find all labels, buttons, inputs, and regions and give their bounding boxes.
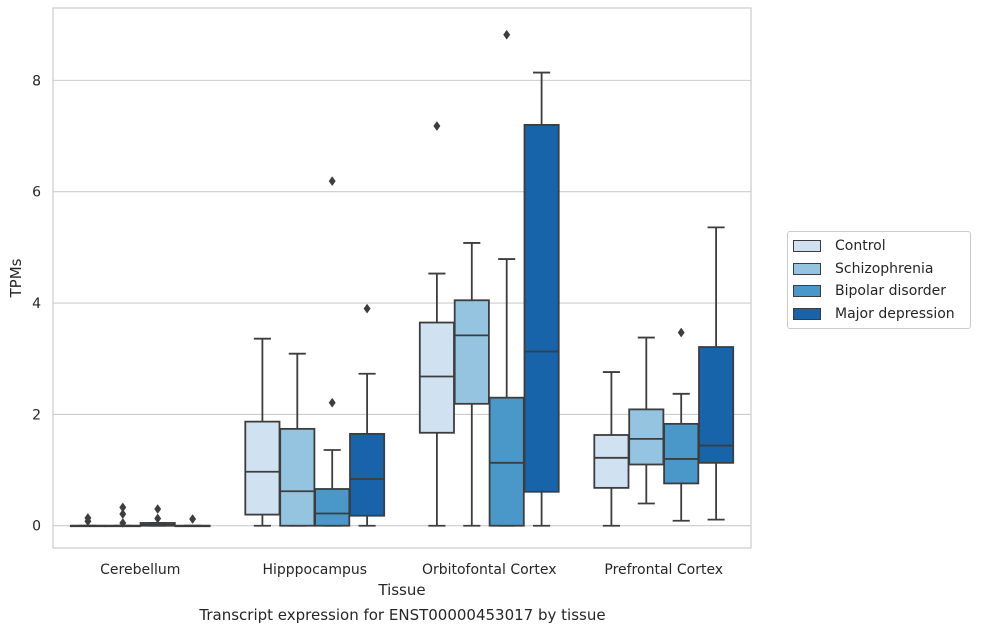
- outlier-point: [189, 514, 197, 524]
- box-2-2: [488, 29, 525, 527]
- outlier-point: [503, 29, 511, 40]
- y-tick-label: 4: [32, 296, 41, 312]
- x-tick-label: Prefrontal Cortex: [604, 562, 723, 578]
- box: [418, 321, 455, 434]
- legend-swatch-control: [793, 240, 821, 253]
- y-tick-label: 2: [32, 407, 41, 423]
- box-2-0: [418, 121, 455, 527]
- y-tick-labels: 0 2 4 6 8: [32, 73, 41, 534]
- box-1-3: [349, 303, 386, 527]
- box: [279, 427, 316, 527]
- box-3-3: [698, 226, 735, 521]
- box: [349, 432, 386, 517]
- legend-label-control: Control: [835, 238, 886, 255]
- outlier-point: [433, 121, 441, 131]
- x-axis-title: Tissue: [377, 581, 425, 599]
- x-tick-label: Hipppocampus: [262, 562, 367, 578]
- box-3-0: [593, 371, 630, 527]
- outlier-point: [119, 518, 127, 528]
- x-tick-labels: Cerebellum Hipppocampus Orbitofontal Corte…: [100, 562, 723, 578]
- legend-item-bipolar-disorder: Bipolar disorder: [788, 280, 970, 303]
- outlier-point: [84, 513, 92, 523]
- box-2-1: [453, 242, 490, 527]
- x-tick-label: Orbitofontal Cortex: [422, 562, 557, 578]
- outlier-point: [154, 513, 162, 524]
- legend-swatch-schizophrenia: [793, 262, 821, 275]
- legend-label-schizophrenia: Schizophrenia: [835, 260, 934, 277]
- box: [314, 488, 351, 527]
- y-tick-label: 0: [32, 519, 41, 535]
- box: [244, 420, 281, 516]
- y-tick-label: 8: [32, 73, 41, 89]
- legend-item-major-depression: Major depression: [788, 303, 970, 326]
- legend: Control Schizophrenia Bipolar disorder M…: [787, 231, 971, 329]
- y-tick-label: 6: [32, 185, 41, 201]
- outlier-point: [119, 502, 127, 513]
- box: [523, 124, 560, 493]
- outlier-point: [154, 504, 162, 514]
- box: [488, 396, 525, 527]
- box: [628, 408, 665, 466]
- x-tick-label: Cerebellum: [100, 562, 180, 578]
- outlier-point: [328, 397, 336, 408]
- legend-item-control: Control: [788, 235, 970, 258]
- box: [698, 346, 735, 464]
- outlier-point: [677, 327, 685, 338]
- box-3-2: [663, 327, 700, 522]
- box-1-2: [314, 176, 351, 527]
- outlier-point: [328, 176, 336, 187]
- box-1-1: [279, 352, 316, 527]
- box-1-0: [244, 337, 281, 527]
- legend-item-schizophrenia: Schizophrenia: [788, 258, 970, 281]
- legend-swatch-bipolar-disorder: [793, 285, 821, 298]
- box: [593, 434, 630, 489]
- box-plots: [69, 29, 735, 528]
- box: [453, 299, 490, 405]
- outlier-point: [119, 509, 127, 519]
- box-2-3: [523, 71, 560, 527]
- box-0-2: [139, 504, 176, 527]
- chart-caption: Transcript expression for ENST0000045301…: [199, 606, 606, 624]
- box: [663, 422, 700, 485]
- box-0-3: [174, 514, 211, 528]
- legend-swatch-major-depression: [793, 307, 821, 320]
- box-3-1: [628, 336, 665, 505]
- box-0-0: [69, 513, 106, 528]
- legend-label-major-depression: Major depression: [835, 305, 955, 322]
- legend-label-bipolar-disorder: Bipolar disorder: [835, 283, 947, 300]
- y-axis-title: TPMs: [7, 258, 25, 298]
- outlier-point: [363, 303, 371, 314]
